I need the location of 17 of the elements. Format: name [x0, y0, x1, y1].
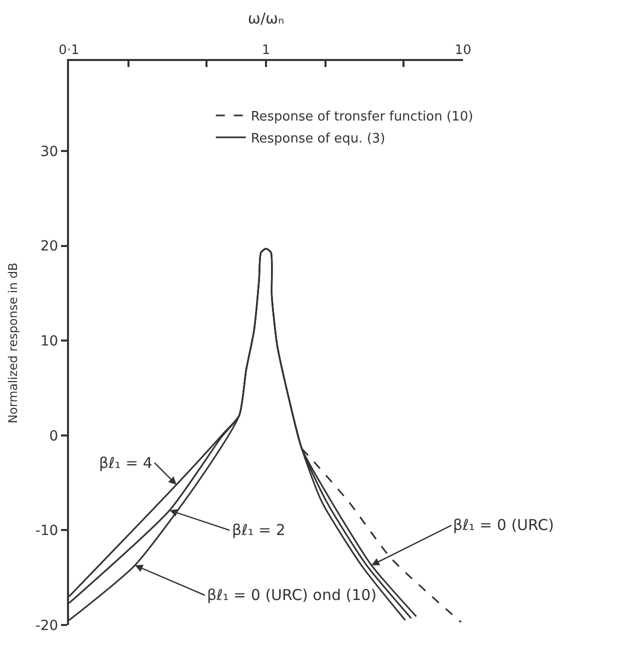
x-axis-title: ω/ωₙ [248, 10, 284, 28]
y-tick-label: -10 [35, 523, 58, 540]
annotation: βℓ₁ = 4 [99, 454, 152, 472]
annotation: βℓ₁ = 0 (URC) ond (10) [207, 586, 377, 604]
x-tick-label: 1 [262, 42, 270, 58]
y-tick-label: 10 [40, 334, 58, 350]
legend-label: Response of tronsfer function (10) [250, 110, 474, 124]
y-tick-label: 0 [49, 428, 58, 444]
annotation: βℓ₁ = 2 [232, 521, 286, 539]
y-tick-label: 20 [40, 238, 58, 255]
x-tick-label: 10 [454, 42, 472, 58]
y-axis-title: Normalized response in dB [6, 262, 20, 424]
x-tick-label: 0·1 [58, 42, 80, 58]
legend-label: Response of equ. (3) [250, 131, 386, 146]
y-tick-label: -20 [35, 618, 58, 634]
y-tick-label: 30 [40, 144, 58, 160]
annotation: βℓ₁ = 0 (URC) [453, 516, 554, 534]
